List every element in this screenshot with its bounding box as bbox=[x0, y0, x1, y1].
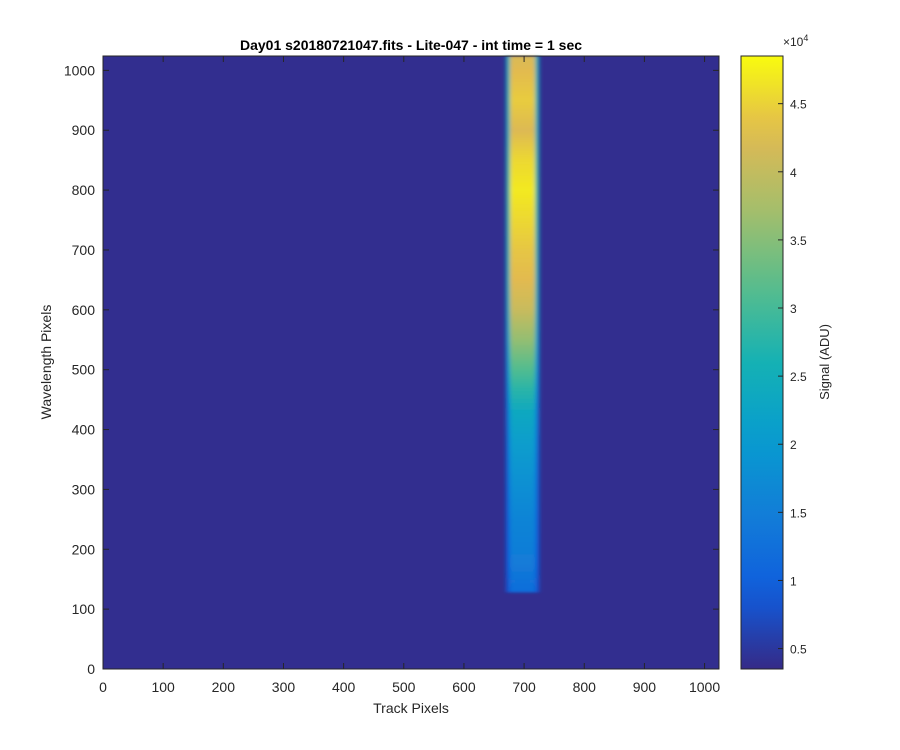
y-axis: 0 100 200 300 400 500 600 700 800 900 1000 bbox=[64, 62, 719, 677]
colorbar-tick-label: 4.5 bbox=[790, 98, 807, 112]
x-tick-label: 0 bbox=[99, 679, 107, 695]
y-tick-label: 300 bbox=[72, 481, 96, 497]
colorbar-tick-label: 2.5 bbox=[790, 370, 807, 384]
colorbar-tick-label: 3.5 bbox=[790, 234, 807, 248]
colorbar-label: Signal (ADU) bbox=[817, 324, 832, 400]
chart-title: Day01 s20180721047.fits - Lite-047 - int… bbox=[240, 37, 582, 53]
y-tick-label: 200 bbox=[72, 541, 96, 557]
y-tick-label: 600 bbox=[72, 302, 96, 318]
colorbar-exponent: ×104 bbox=[783, 33, 808, 49]
x-tick-label: 600 bbox=[452, 679, 476, 695]
y-tick-label: 1000 bbox=[64, 62, 95, 78]
y-tick-label: 400 bbox=[72, 422, 96, 438]
x-tick-label: 700 bbox=[512, 679, 536, 695]
colorbar: 0.511.522.533.544.5 ×104 Signal (ADU) bbox=[740, 33, 832, 670]
x-tick-label: 800 bbox=[573, 679, 597, 695]
y-tick-label: 100 bbox=[72, 601, 96, 617]
x-tick-label: 300 bbox=[272, 679, 296, 695]
y-tick-label: 0 bbox=[87, 661, 95, 677]
heatmap-background bbox=[103, 56, 719, 669]
x-axis: 0 100 200 300 400 500 600 700 800 900 1000 bbox=[99, 56, 720, 695]
x-axis-label: Track Pixels bbox=[373, 700, 449, 716]
colorbar-tick-label: 1 bbox=[790, 574, 797, 588]
colorbar-exponent-base: ×10 bbox=[783, 35, 804, 49]
colorbar-tick-label: 0.5 bbox=[790, 643, 807, 657]
y-tick-label: 700 bbox=[72, 242, 96, 258]
y-axis-label: Wavelength Pixels bbox=[38, 305, 54, 420]
colorbar-exponent-power: 4 bbox=[803, 33, 808, 43]
y-tick-label: 900 bbox=[72, 122, 96, 138]
colorbar-scale bbox=[740, 55, 784, 670]
colorbar-tick-label: 2 bbox=[790, 438, 797, 452]
x-tick-label: 1000 bbox=[689, 679, 720, 695]
x-tick-label: 500 bbox=[392, 679, 416, 695]
y-tick-label: 800 bbox=[72, 182, 96, 198]
y-tick-label: 500 bbox=[72, 362, 96, 378]
x-tick-label: 200 bbox=[212, 679, 236, 695]
colorbar-tick-label: 4 bbox=[790, 166, 797, 180]
stripe-core bbox=[510, 56, 536, 593]
plot-frame bbox=[102, 55, 720, 670]
heatmap-stripe bbox=[506, 56, 540, 593]
colorbar-tick-label: 1.5 bbox=[790, 506, 807, 520]
x-tick-label: 900 bbox=[633, 679, 657, 695]
colorbar-tick-label: 3 bbox=[790, 302, 797, 316]
colorbar-ticks: 0.5 1 1.5 2 2.5 3 3.5 4 4.5 bbox=[778, 98, 807, 657]
x-tick-label: 100 bbox=[151, 679, 175, 695]
plot-area bbox=[102, 55, 720, 670]
x-tick-label: 400 bbox=[332, 679, 356, 695]
